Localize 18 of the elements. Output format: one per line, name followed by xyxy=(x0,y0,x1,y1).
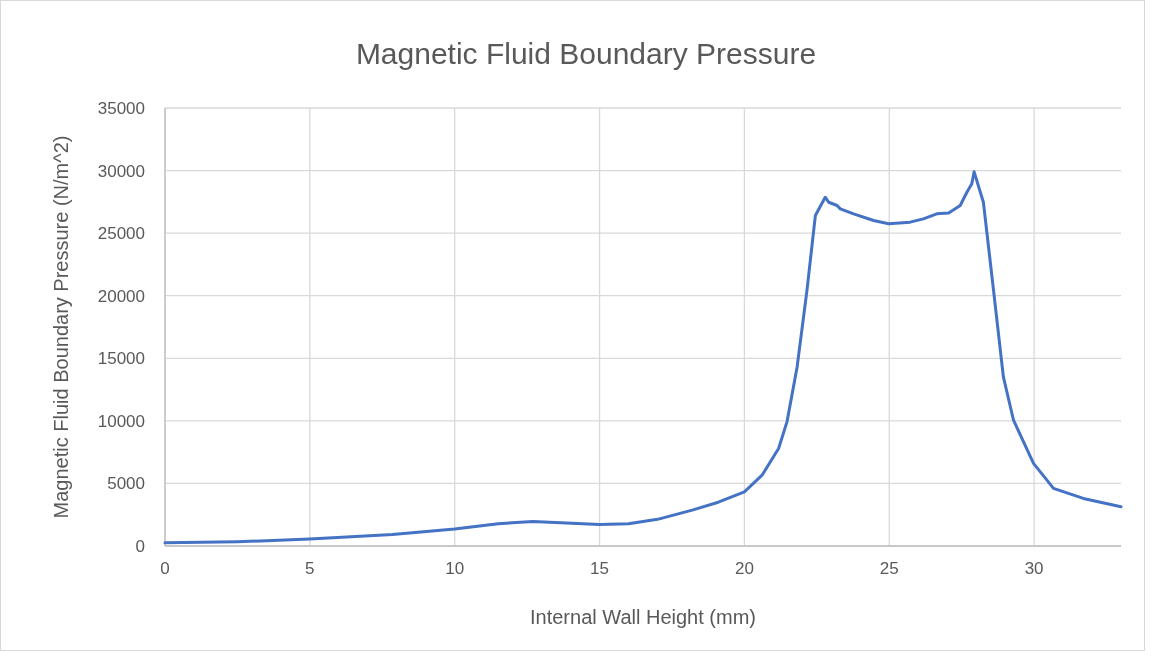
y-tick-label: 10000 xyxy=(97,411,145,431)
x-axis-title: Internal Wall Height (mm) xyxy=(530,606,756,628)
y-tick-label: 20000 xyxy=(97,286,145,306)
x-tick-label: 15 xyxy=(590,559,610,578)
y-tick-label: 0 xyxy=(135,536,145,556)
x-tick-label: 30 xyxy=(1024,559,1044,578)
x-tick-label: 5 xyxy=(305,559,315,578)
y-axis-title: Magnetic Fluid Boundary Pressure (N/m^2) xyxy=(50,135,72,519)
y-tick-label: 5000 xyxy=(107,474,145,494)
x-tick-label: 25 xyxy=(879,559,899,578)
x-tick-label: 10 xyxy=(445,559,465,578)
x-tick-label: 0 xyxy=(160,559,170,578)
y-tick-label: 30000 xyxy=(97,161,145,181)
chart-title: Magnetic Fluid Boundary Pressure xyxy=(355,37,817,70)
y-tick-label: 35000 xyxy=(97,98,145,118)
y-tick-label: 15000 xyxy=(97,349,145,369)
x-tick-label: 20 xyxy=(734,559,754,578)
y-tick-label: 25000 xyxy=(97,224,145,244)
